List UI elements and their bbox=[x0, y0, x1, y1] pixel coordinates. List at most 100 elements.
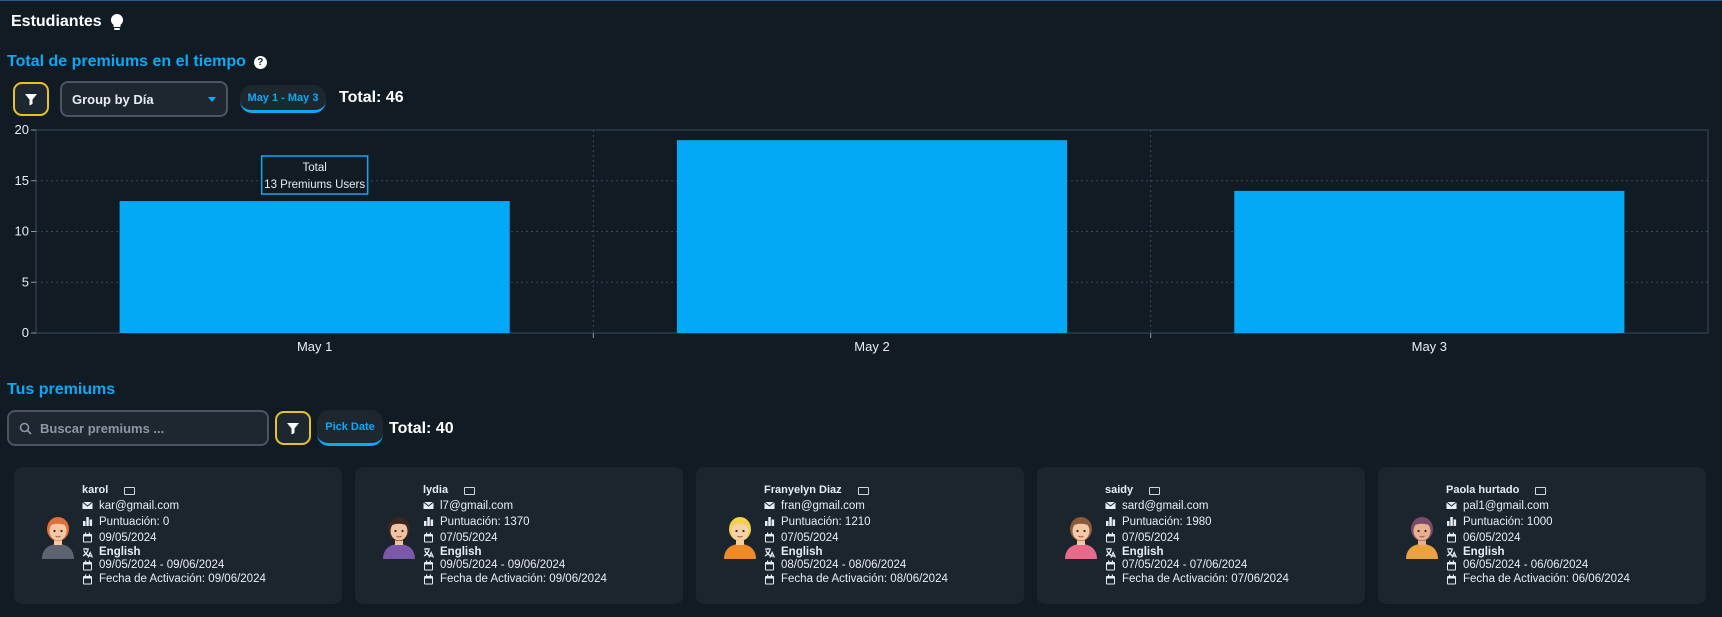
calendar-icon bbox=[765, 532, 774, 543]
student-name: Paola hurtado bbox=[1446, 484, 1520, 496]
date-range-button[interactable]: May 1 - May 3 bbox=[240, 85, 326, 113]
id-card-icon[interactable] bbox=[857, 486, 869, 495]
chart-section-title: Total de premiums en el tiempo ? bbox=[7, 53, 267, 71]
mail-icon bbox=[1105, 501, 1116, 509]
calendar-icon bbox=[83, 560, 92, 571]
student-name: saidy bbox=[1105, 484, 1134, 496]
avatar bbox=[724, 517, 756, 559]
student-name: lydia bbox=[423, 484, 449, 496]
pick-date-button[interactable]: Pick Date bbox=[317, 410, 383, 446]
avatar bbox=[42, 517, 74, 559]
page-title-text: Estudiantes bbox=[11, 13, 102, 30]
student-score: Puntuación: 1000 bbox=[1463, 515, 1553, 528]
group-by-dropdown[interactable]: Group by Día bbox=[60, 81, 228, 117]
student-email: pal1@gmail.com bbox=[1463, 499, 1549, 512]
pick-date-label: Pick Date bbox=[325, 420, 375, 433]
id-card-icon[interactable] bbox=[1149, 486, 1161, 495]
calendar-icon bbox=[1447, 532, 1456, 543]
student-score: Puntuación: 1210 bbox=[781, 515, 871, 528]
bar-chart-icon bbox=[765, 517, 775, 526]
calendar-icon bbox=[83, 532, 92, 543]
calendar-icon bbox=[1447, 560, 1456, 571]
language-icon bbox=[1105, 547, 1116, 558]
search-placeholder: Buscar premiums ... bbox=[40, 420, 165, 436]
search-input[interactable]: Buscar premiums ... bbox=[7, 410, 269, 446]
student-language: English bbox=[1463, 545, 1505, 558]
student-language: English bbox=[440, 545, 482, 558]
bar-chart-icon bbox=[424, 517, 434, 526]
id-card-icon[interactable] bbox=[464, 486, 476, 495]
tooltip-box bbox=[260, 155, 369, 195]
id-card-icon[interactable] bbox=[1535, 486, 1547, 495]
student-language: English bbox=[781, 545, 823, 558]
student-email: sard@gmail.com bbox=[1122, 499, 1209, 512]
card-info: lydia l7@gmail.com Puntuación: 1370 07/0… bbox=[423, 484, 607, 586]
bar bbox=[119, 201, 510, 333]
bar-chart-icon bbox=[1106, 517, 1116, 526]
activation-date: Fecha de Activación: 07/06/2024 bbox=[1122, 572, 1289, 585]
calendar-icon bbox=[765, 574, 774, 585]
premium-period: 09/05/2024 - 09/06/2024 bbox=[99, 559, 225, 571]
list-section-title: Tus premiums bbox=[7, 381, 115, 399]
x-tick-label: May 2 bbox=[854, 339, 889, 354]
student-email: l7@gmail.com bbox=[440, 499, 514, 512]
tooltip-text: 13 Premiums Users bbox=[264, 179, 365, 191]
bar bbox=[1234, 190, 1625, 333]
filter-icon bbox=[287, 423, 299, 435]
calendar-icon bbox=[1106, 574, 1115, 585]
student-email: kar@gmail.com bbox=[99, 499, 180, 512]
avatar bbox=[1065, 517, 1097, 559]
calendar-icon bbox=[424, 560, 433, 571]
bar bbox=[676, 140, 1068, 333]
lightbulb-icon bbox=[110, 13, 123, 30]
premium-card[interactable]: Paola hurtado pal1@gmail.com Puntuación:… bbox=[1378, 467, 1706, 604]
activation-date: Fecha de Activación: 06/06/2024 bbox=[1463, 572, 1630, 585]
chevron-down-icon bbox=[208, 96, 216, 102]
student-date: 07/05/2024 bbox=[1122, 531, 1180, 544]
language-icon bbox=[423, 547, 434, 558]
chart-section-title-text: Total de premiums en el tiempo bbox=[7, 53, 246, 70]
card-info: saidy sard@gmail.com Puntuación: 1980 07… bbox=[1105, 484, 1289, 586]
bar-chart-icon bbox=[1447, 517, 1457, 526]
premium-period: 06/05/2024 - 06/06/2024 bbox=[1463, 559, 1589, 571]
student-date: 09/05/2024 bbox=[99, 531, 157, 544]
mail-icon bbox=[423, 501, 434, 509]
card-info: karol kar@gmail.com Puntuación: 0 09/05/… bbox=[82, 484, 266, 586]
student-name: Franyelyn Diaz bbox=[764, 484, 842, 496]
calendar-icon bbox=[83, 574, 92, 585]
y-tick-label: 15 bbox=[15, 173, 29, 188]
premium-card[interactable]: karol kar@gmail.com Puntuación: 0 09/05/… bbox=[14, 467, 342, 604]
language-icon bbox=[1446, 547, 1457, 558]
list-filter-button[interactable] bbox=[275, 411, 311, 445]
premium-card[interactable]: lydia l7@gmail.com Puntuación: 1370 07/0… bbox=[355, 467, 683, 604]
mail-icon bbox=[1446, 501, 1457, 509]
help-icon[interactable]: ? bbox=[253, 55, 267, 69]
student-date: 06/05/2024 bbox=[1463, 531, 1521, 544]
student-name: karol bbox=[82, 484, 109, 496]
x-tick-label: May 1 bbox=[297, 339, 332, 354]
date-range-label: May 1 - May 3 bbox=[247, 91, 319, 104]
activation-date: Fecha de Activación: 09/06/2024 bbox=[99, 572, 266, 585]
x-tick-label: May 3 bbox=[1412, 339, 1447, 354]
calendar-icon bbox=[424, 532, 433, 543]
list-section-title-text: Tus premiums bbox=[7, 381, 116, 398]
chart-filter-button[interactable] bbox=[13, 82, 49, 116]
group-by-value: Group by Día bbox=[72, 91, 154, 107]
id-card-icon[interactable] bbox=[124, 486, 136, 495]
list-total: Total: 40 bbox=[389, 420, 454, 437]
student-score: Puntuación: 0 bbox=[99, 515, 170, 528]
student-score: Puntuación: 1370 bbox=[440, 515, 530, 528]
avatar bbox=[383, 517, 415, 559]
card-info: Franyelyn Diaz fran@gmail.com Puntuación… bbox=[764, 484, 948, 586]
premium-card[interactable]: Franyelyn Diaz fran@gmail.com Puntuación… bbox=[696, 467, 1024, 604]
premium-card[interactable]: saidy sard@gmail.com Puntuación: 1980 07… bbox=[1037, 467, 1365, 604]
student-language: English bbox=[1122, 545, 1164, 558]
calendar-icon bbox=[424, 574, 433, 585]
student-date: 07/05/2024 bbox=[781, 531, 839, 544]
activation-date: Fecha de Activación: 09/06/2024 bbox=[440, 572, 607, 585]
activation-date: Fecha de Activación: 08/06/2024 bbox=[781, 572, 948, 585]
y-tick-label: 10 bbox=[15, 224, 29, 239]
y-tick-label: 5 bbox=[22, 274, 29, 289]
language-icon bbox=[82, 547, 93, 558]
language-icon bbox=[764, 547, 775, 558]
